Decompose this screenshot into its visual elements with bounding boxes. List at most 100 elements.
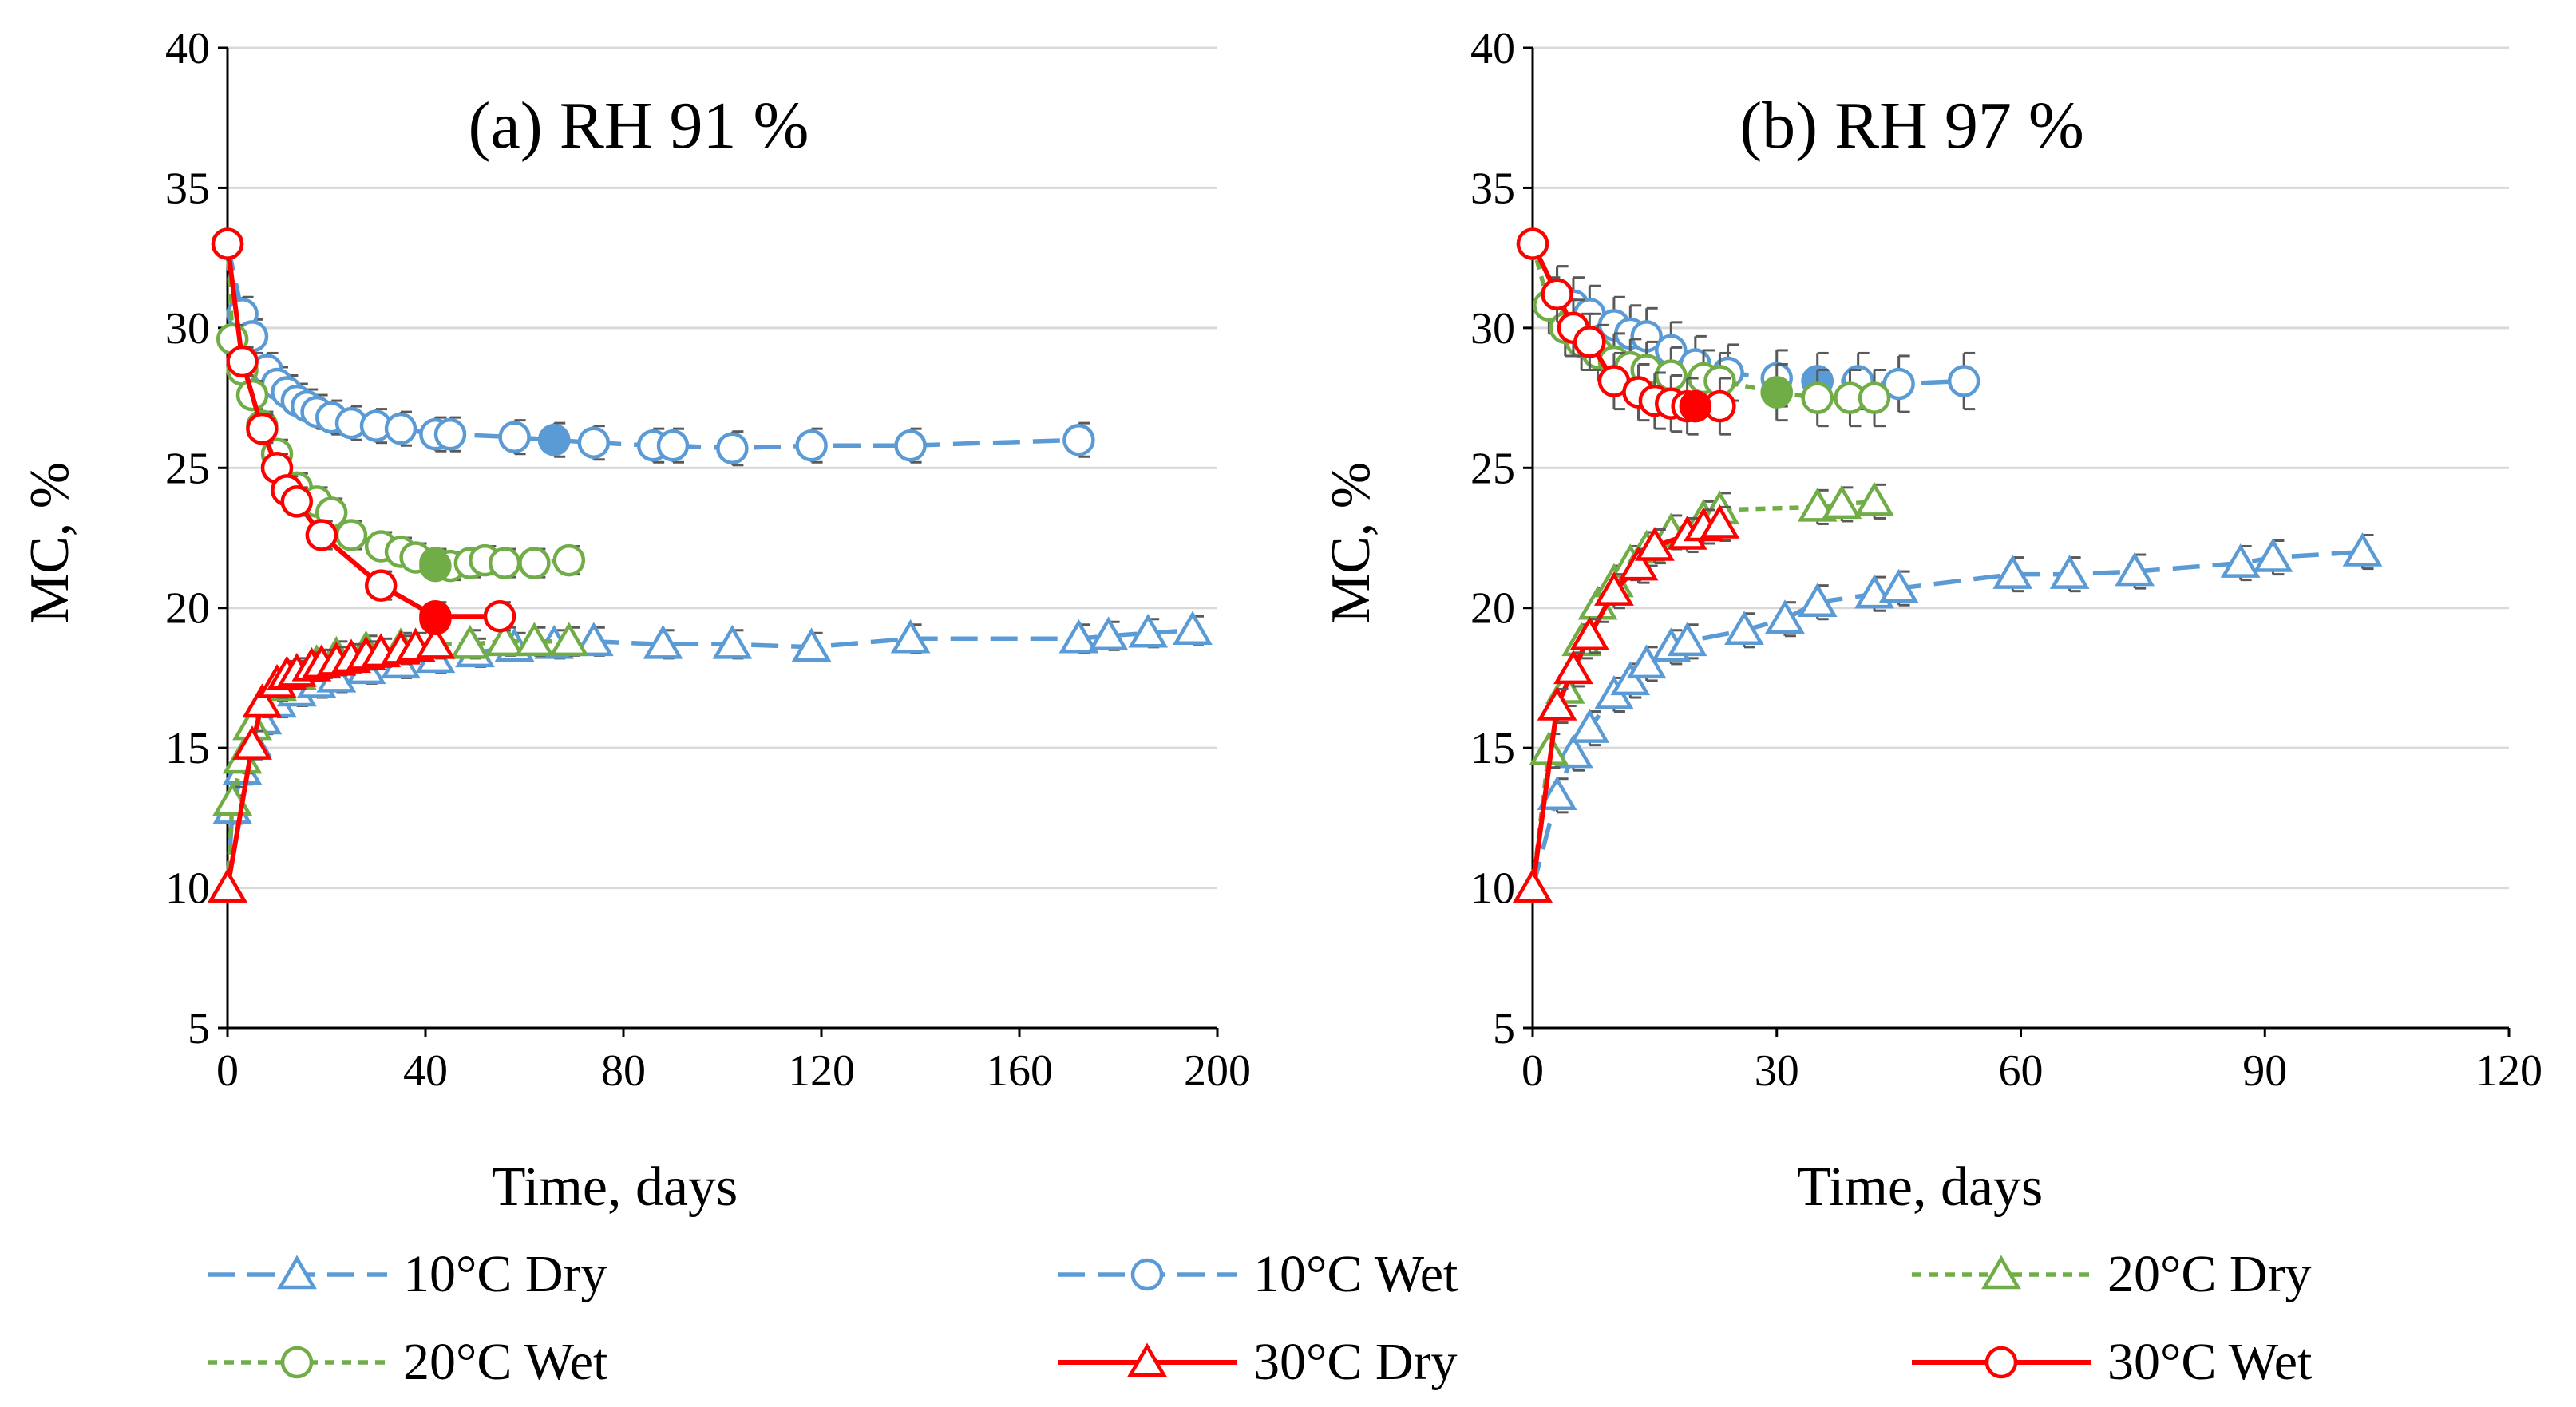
y-axis-label: MC, % (1320, 462, 1382, 623)
data-point (1947, 365, 1980, 397)
x-axis-label: Time, days (1797, 1156, 2044, 1218)
data-point (1858, 381, 1891, 414)
data-point (305, 519, 338, 551)
data-point (2115, 551, 2155, 587)
data-point (1513, 868, 1553, 903)
legend-item-20c-dry: 20°C Dry (1912, 1245, 2312, 1303)
data-point (242, 683, 283, 718)
legend-swatch-marker (280, 1346, 314, 1379)
data-point (890, 619, 931, 654)
x-tick-label: 200 (1184, 1046, 1251, 1096)
series-line (1530, 499, 1875, 888)
series-10c-dry (1513, 532, 2383, 903)
data-point (498, 421, 531, 453)
legend-label: 10°C Dry (403, 1245, 607, 1303)
data-point (1801, 381, 1834, 414)
legend-label: 30°C Dry (1253, 1333, 1458, 1391)
data-point (449, 624, 490, 659)
legend-label: 20°C Wet (403, 1333, 607, 1391)
series-30c-wet (211, 227, 516, 635)
series-30c-dry (208, 624, 456, 903)
data-point (1569, 709, 1610, 743)
x-tick-label: 40 (403, 1046, 448, 1096)
data-point (1128, 613, 1169, 648)
data-point (656, 429, 690, 462)
data-point (485, 622, 525, 657)
equilibrium-point (1760, 376, 1793, 409)
data-point (643, 624, 683, 659)
legend-item-20c-wet: 20°C Wet (208, 1333, 607, 1391)
legend-item-10c-wet: 10°C Wet (1058, 1245, 1458, 1303)
data-point (232, 725, 272, 760)
data-point (1667, 622, 1707, 657)
data-point (2342, 532, 2383, 567)
legend-label: 30°C Wet (2107, 1333, 2312, 1391)
data-point (894, 429, 927, 462)
equilibrium-point (419, 603, 452, 635)
data-point (488, 547, 521, 579)
equilibrium-point (537, 423, 571, 456)
data-point (1173, 611, 1213, 646)
data-point (1541, 278, 1573, 311)
y-tick-label: 10 (1470, 864, 1515, 914)
x-tick-label: 80 (601, 1046, 646, 1096)
data-point (1822, 484, 1862, 520)
x-tick-label: 120 (788, 1046, 855, 1096)
data-point (211, 227, 244, 260)
y-tick-label: 5 (188, 1004, 210, 1053)
y-tick-label: 10 (165, 864, 210, 914)
data-point (1797, 583, 1838, 617)
legend-swatch-marker (1981, 1255, 2021, 1290)
data-point (577, 426, 611, 459)
legend-swatch-marker (277, 1255, 317, 1290)
y-tick-label: 15 (1470, 724, 1515, 773)
data-point (1537, 686, 1577, 721)
series-20c-wet (211, 227, 586, 583)
data-point (514, 622, 555, 657)
data-point (791, 627, 832, 662)
y-tick-label: 40 (165, 24, 210, 73)
data-point (1516, 227, 1549, 260)
data-point (716, 432, 749, 464)
y-tick-label: 25 (165, 444, 210, 493)
data-point (1878, 568, 1919, 603)
data-point (548, 622, 589, 657)
legend-label: 20°C Dry (2107, 1245, 2312, 1303)
x-tick-label: 60 (1999, 1046, 2044, 1096)
data-point (1992, 555, 2033, 589)
legend-item-30c-dry: 30°C Dry (1058, 1333, 1458, 1391)
data-point (1569, 616, 1610, 651)
chart-title: (b) RH 97 % (1739, 89, 2084, 163)
data-point (2220, 543, 2261, 578)
x-tick-label: 30 (1755, 1046, 1799, 1096)
y-tick-label: 20 (1470, 584, 1515, 634)
chart-panel-b: (b) RH 97 % Time, days MC, % 5 10 15 20 25 30… (1320, 24, 2542, 1218)
data-point (334, 519, 368, 551)
data-point (1854, 481, 1894, 516)
data-point (415, 624, 456, 659)
y-tick-label: 15 (165, 724, 210, 773)
data-point (1626, 644, 1667, 679)
data-point (364, 569, 398, 602)
x-tick-label: 90 (2242, 1046, 2287, 1096)
data-point (573, 622, 614, 657)
data-point (2049, 555, 2090, 589)
y-tick-label: 5 (1493, 1004, 1515, 1053)
legend-swatch-marker (1130, 1258, 1164, 1291)
legend-item-30c-wet: 30°C Wet (1912, 1333, 2312, 1391)
data-point (226, 345, 259, 378)
data-point (1765, 599, 1805, 634)
equilibrium-point (419, 549, 452, 583)
series-line (1530, 549, 2363, 889)
data-point (1610, 661, 1651, 696)
data-point (1882, 367, 1915, 401)
x-tick-label: 0 (216, 1046, 239, 1096)
y-tick-label: 40 (1470, 24, 1515, 73)
data-point (1634, 527, 1675, 561)
y-tick-label: 20 (165, 584, 210, 634)
y-tick-label: 30 (1470, 304, 1515, 354)
x-tick-label: 0 (1521, 1046, 1544, 1096)
data-point (483, 599, 516, 633)
y-axis-label: MC, % (19, 462, 81, 623)
